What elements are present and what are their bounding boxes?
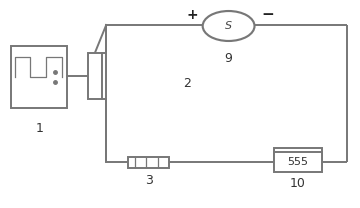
Text: 10: 10 <box>290 177 306 189</box>
Bar <box>128 156 169 168</box>
Text: 9: 9 <box>225 52 233 65</box>
Text: +: + <box>187 7 198 22</box>
Bar <box>88 53 102 99</box>
Text: 2: 2 <box>183 77 191 90</box>
Bar <box>274 152 322 172</box>
Bar <box>274 148 322 167</box>
Text: 3: 3 <box>145 175 153 187</box>
Text: −: − <box>262 7 275 22</box>
Text: 555: 555 <box>287 157 309 167</box>
Text: 1: 1 <box>36 123 44 135</box>
Circle shape <box>203 11 255 41</box>
Text: S: S <box>225 21 232 31</box>
Bar <box>11 46 67 108</box>
